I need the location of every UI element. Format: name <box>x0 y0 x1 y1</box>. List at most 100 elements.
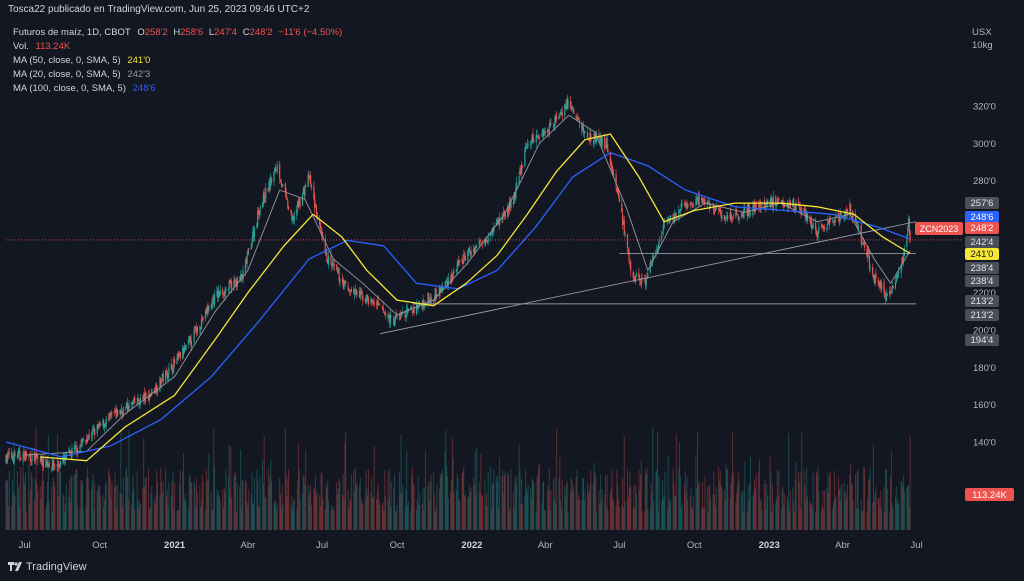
volume-bar <box>841 483 843 530</box>
trendlines[interactable] <box>6 221 963 335</box>
candle-body <box>781 199 783 203</box>
ma20-label[interactable]: MA (20, close, 0, SMA, 5) <box>13 69 121 80</box>
volume-bar <box>430 474 432 530</box>
volume-bar <box>594 471 596 530</box>
volume-bar <box>727 469 729 530</box>
trendline-1[interactable] <box>379 221 916 335</box>
volume-bar <box>456 473 458 530</box>
candle-body <box>96 425 98 434</box>
candle-body <box>786 204 788 207</box>
volume-bar <box>596 510 598 530</box>
volume-bar <box>251 471 253 530</box>
candle-body <box>566 98 568 108</box>
volume-bar <box>435 508 437 530</box>
instrument-name[interactable]: Futuros de maíz, 1D, CBOT <box>13 27 131 38</box>
volume-bar <box>310 484 312 530</box>
volume-bar <box>399 492 401 530</box>
candle-body <box>159 376 161 392</box>
volume-bar <box>233 476 235 530</box>
candle-body <box>428 293 430 299</box>
volume-bar <box>508 475 510 530</box>
ma20-line <box>24 114 911 456</box>
volume-bar <box>801 432 803 530</box>
volume-bar <box>786 497 788 530</box>
candle-body <box>228 281 230 290</box>
volume-bar <box>98 484 100 530</box>
footer-brand[interactable]: TradingView <box>8 561 87 573</box>
candle-body <box>810 218 812 223</box>
volume-bar <box>52 477 54 530</box>
candle-body <box>213 298 215 305</box>
volume-bar <box>12 493 14 530</box>
volume-bar <box>754 479 756 530</box>
volume-bar <box>150 494 152 530</box>
candle-body <box>325 251 327 255</box>
ma50-label[interactable]: MA (50, close, 0, SMA, 5) <box>13 55 121 66</box>
time-axis[interactable]: Jul Oct 2021 Abr Jul Oct 2022 Abr Jul Oct 2023 Abr J… <box>19 540 923 551</box>
volume-bar <box>240 507 242 530</box>
candle-body <box>331 261 333 267</box>
candle-body <box>673 220 675 221</box>
volume-bar <box>640 461 642 530</box>
candle-body <box>47 464 49 467</box>
candle-body <box>463 255 466 257</box>
candle-body <box>730 212 732 221</box>
candle-body <box>663 222 665 227</box>
candle-body <box>840 212 842 215</box>
volume-bar <box>407 505 409 530</box>
volume-bar <box>618 498 620 530</box>
candle-body <box>612 168 614 175</box>
candle-body <box>75 445 77 447</box>
volume-bar <box>508 510 510 530</box>
volume-bar <box>354 468 356 530</box>
candle-body <box>208 305 210 311</box>
candle-body <box>834 218 836 223</box>
candle-body <box>80 443 82 445</box>
volume-bar <box>907 486 909 530</box>
volume-bar <box>481 495 483 530</box>
volume-bar <box>81 479 83 530</box>
volume-bar <box>561 509 563 530</box>
volume-bar <box>68 497 70 530</box>
volume-bar <box>708 485 710 530</box>
volume-bar <box>595 476 597 530</box>
ma100-label[interactable]: MA (100, close, 0, SMA, 5) <box>13 83 126 94</box>
candle-body <box>355 288 357 295</box>
volume-bar <box>770 473 772 530</box>
volume-bar <box>582 478 584 530</box>
volume-label[interactable]: Vol. <box>13 41 29 52</box>
candle-body <box>187 339 190 344</box>
volume-bar <box>817 467 819 530</box>
candle-body <box>174 359 176 364</box>
volume-bar <box>82 509 84 530</box>
candle-body <box>657 243 660 250</box>
candle-body <box>211 300 213 310</box>
volume-bar <box>29 502 31 530</box>
volume-bar <box>58 469 60 530</box>
volume-bar <box>290 505 292 530</box>
candle-body <box>438 286 440 296</box>
volume-bar <box>316 491 318 530</box>
y-tick-label: 160'0 <box>973 400 996 411</box>
candle-body <box>652 256 655 258</box>
candle-body <box>594 134 596 137</box>
candle-body <box>632 271 634 277</box>
price-label-value: 213'2 <box>971 310 994 321</box>
volume-bar <box>903 476 905 530</box>
volume-bar <box>764 479 766 530</box>
volume-bar <box>174 483 176 530</box>
volume-bar <box>788 433 790 530</box>
volume-bar <box>821 505 823 530</box>
volume-bar <box>417 476 419 530</box>
volume-bar <box>626 470 628 530</box>
volume-bar <box>696 488 698 530</box>
volume-bar <box>82 482 84 530</box>
volume-bar <box>624 501 626 530</box>
volume-bar <box>653 502 655 530</box>
candle-body <box>550 124 552 126</box>
ma100-line <box>5 152 911 458</box>
candle-body <box>595 136 597 143</box>
volume-bar <box>601 489 603 530</box>
